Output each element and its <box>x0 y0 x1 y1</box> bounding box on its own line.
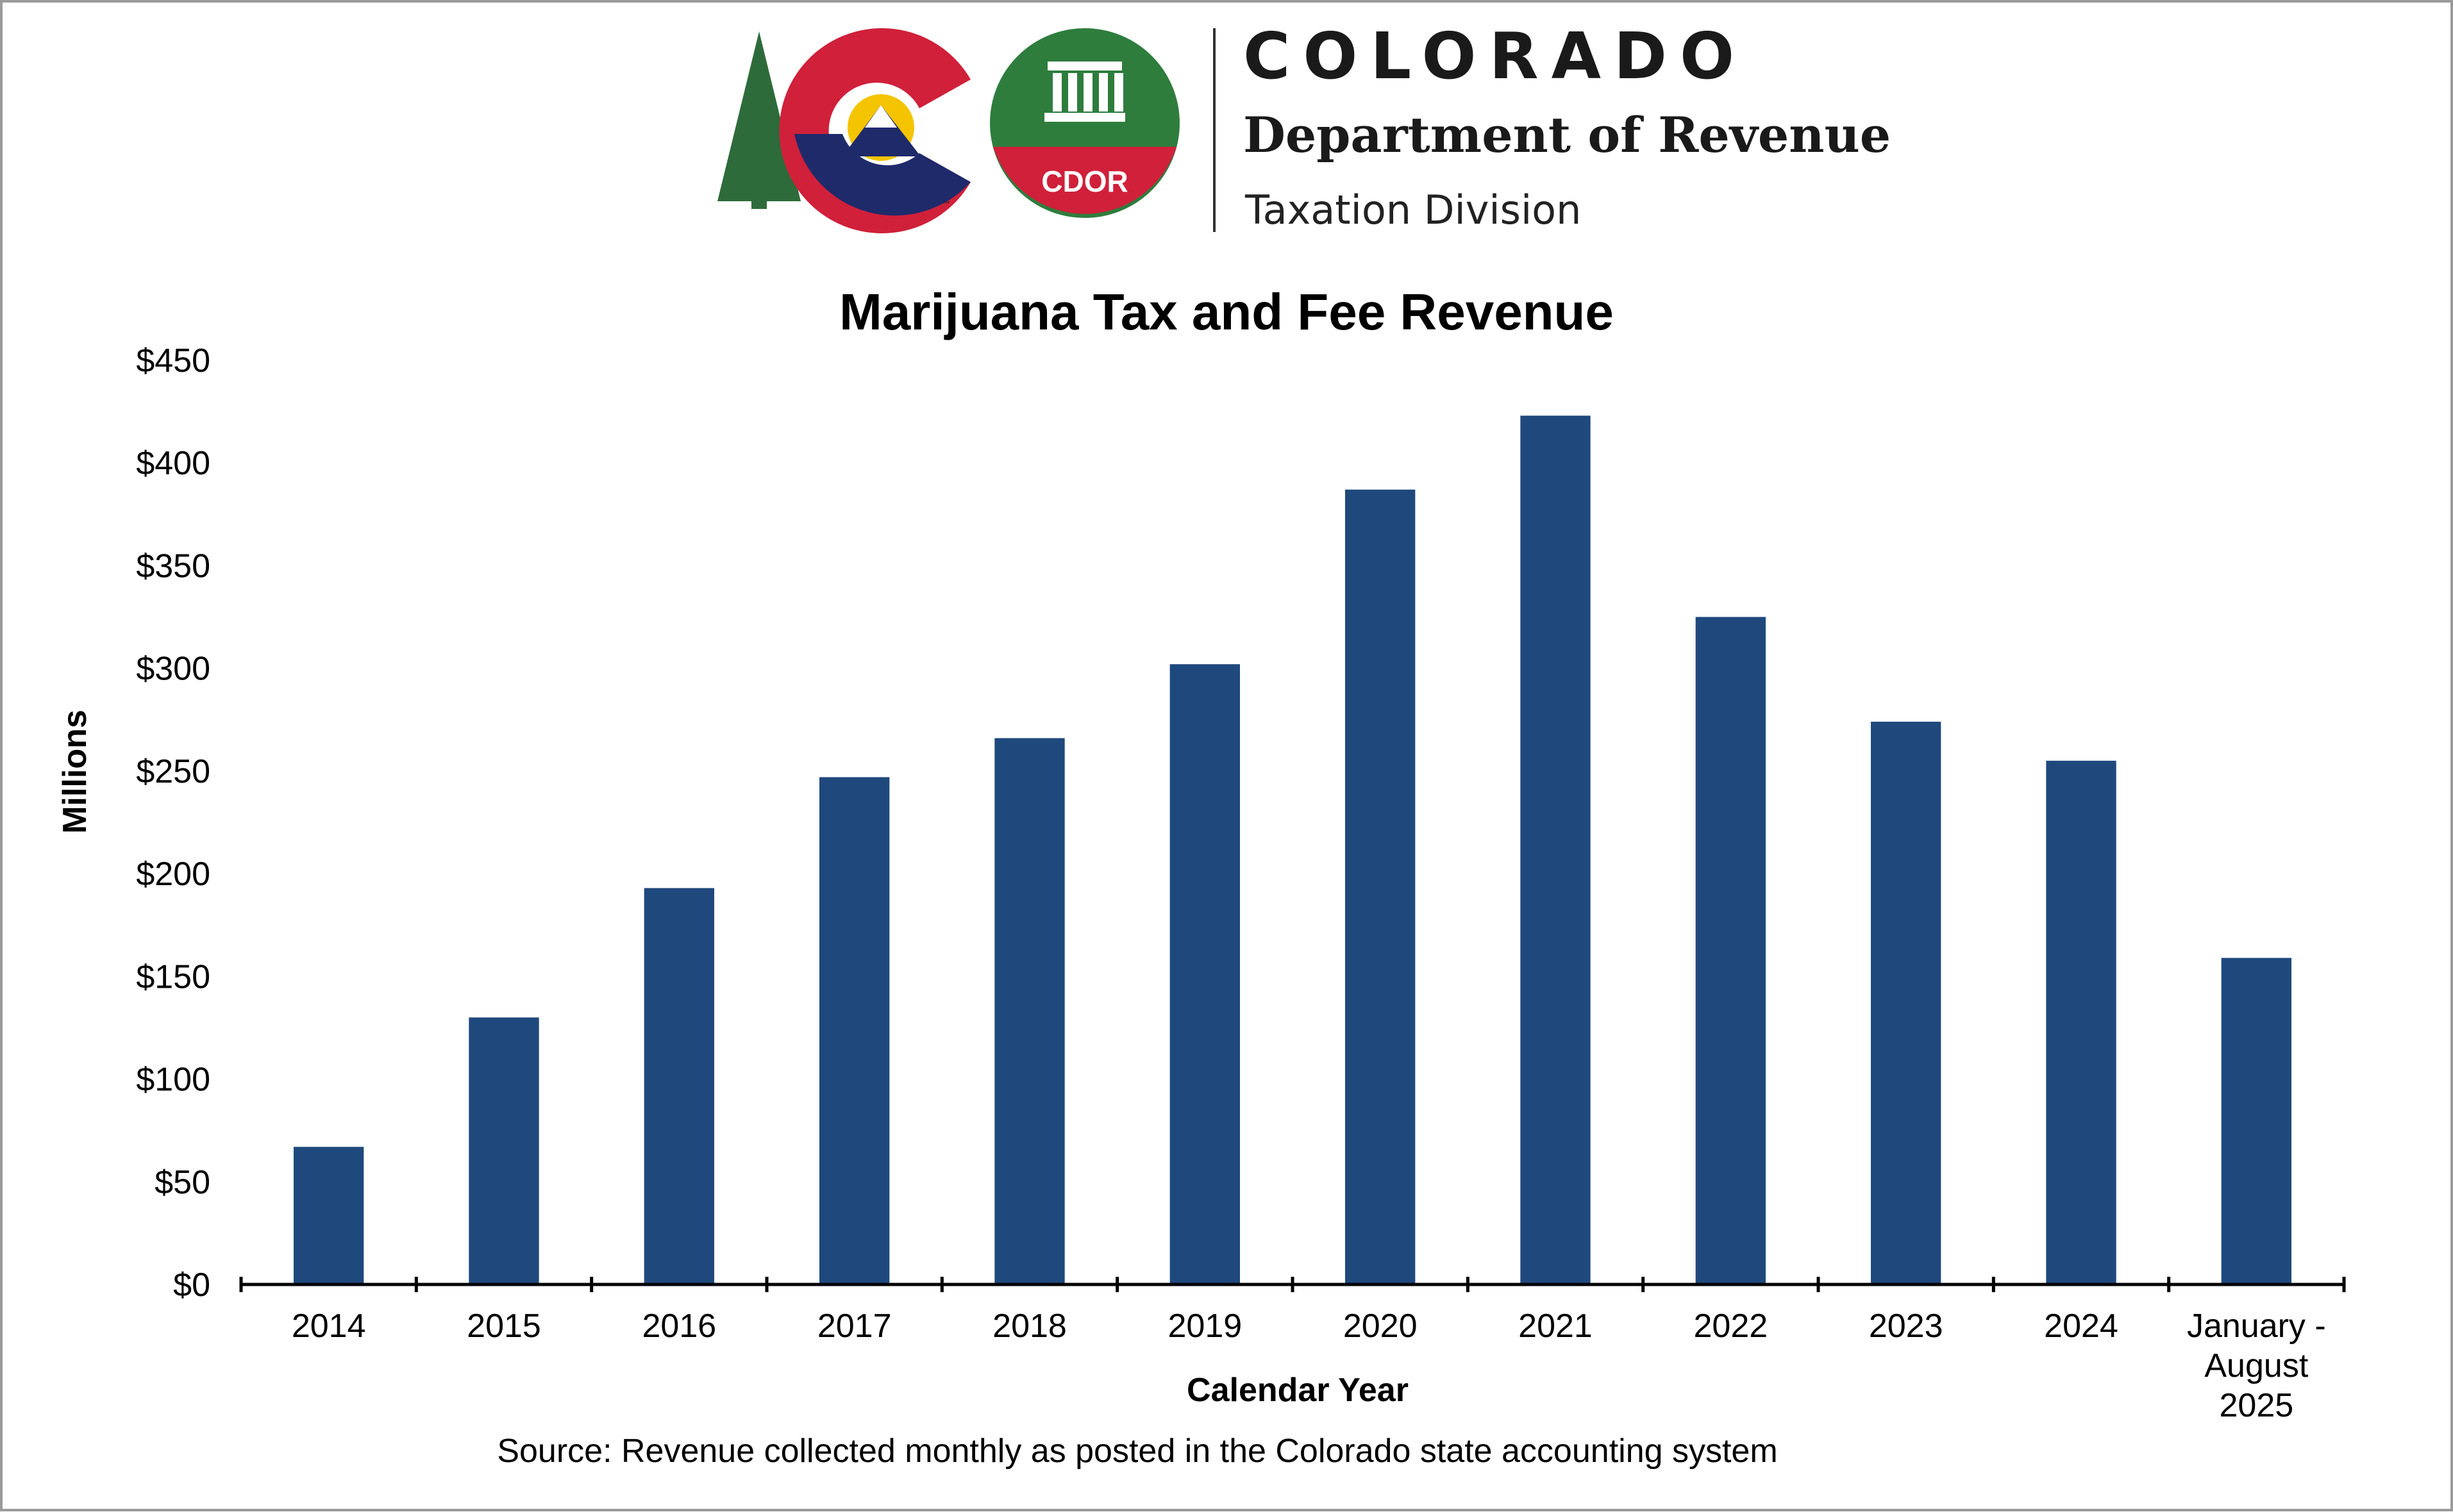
badge-label: CDOR <box>1041 165 1128 198</box>
header-divider <box>1213 28 1216 232</box>
y-tick-label: $150 <box>136 958 210 995</box>
pine-tree-trunk <box>751 195 767 209</box>
bar <box>2046 760 2116 1284</box>
bar <box>1871 721 1941 1284</box>
y-tick-label: $100 <box>136 1061 210 1099</box>
x-tick-label: 2016 <box>642 1308 716 1345</box>
x-axis-tick-labels: 2014 2015 2016 2017 2018 2019 2020 2021 2022 2023… <box>292 1308 2326 1424</box>
bar <box>2221 958 2291 1284</box>
y-tick-label: $300 <box>136 651 210 688</box>
y-axis-ticks: $0 $50 $100 $150 $200 $250 $300 $350 $400 $450 <box>136 342 210 1304</box>
division-name: Taxation Division <box>1244 187 1581 233</box>
colorado-wordmark: COLORADO <box>1243 19 1747 94</box>
y-tick-label: $400 <box>136 445 210 482</box>
pine-tree-icon <box>717 31 801 201</box>
x-axis <box>239 1277 2346 1292</box>
y-tick-label: $50 <box>155 1164 210 1201</box>
y-tick-label: $450 <box>136 342 210 379</box>
colorado-logo: ™ <box>717 28 971 234</box>
badge-ring <box>987 26 1182 220</box>
bar <box>1520 415 1591 1284</box>
x-axis-label: Calendar Year <box>1187 1372 1409 1409</box>
x-tick-label: 2024 <box>2044 1308 2118 1345</box>
x-tick-label: 2020 <box>1343 1308 1418 1345</box>
bar <box>644 888 714 1284</box>
y-tick-label: $350 <box>136 547 210 585</box>
y-axis-label: Millions <box>56 710 94 834</box>
mountain-peak-icon <box>865 105 897 128</box>
x-tick-label: 2022 <box>1693 1308 1768 1345</box>
trademark-mark: ™ <box>942 200 951 210</box>
y-tick-label: $200 <box>136 856 210 893</box>
courthouse-icon <box>1044 62 1125 122</box>
bar <box>1345 489 1416 1284</box>
c-emblem-blue <box>794 134 971 216</box>
chart-svg: ™ CDOR COLORADO Department of Revenue Ta… <box>56 19 2346 1470</box>
x-tick-label: 2019 <box>1168 1308 1242 1345</box>
x-tick-label: 2018 <box>992 1308 1067 1345</box>
bar <box>294 1147 364 1284</box>
x-tick-label: 2017 <box>817 1308 892 1345</box>
x-tick-label: 2015 <box>467 1308 541 1345</box>
bar <box>1695 617 1766 1284</box>
chart-title: Marijuana Tax and Fee Revenue <box>839 283 1614 340</box>
cdor-badge: CDOR <box>987 26 1182 220</box>
y-tick-label: $0 <box>173 1267 210 1304</box>
x-tick-label: 2021 <box>1518 1308 1593 1345</box>
mountain-icon <box>842 105 921 156</box>
x-tick-label: January -August 2025 <box>2187 1308 2326 1424</box>
bar <box>469 1017 539 1284</box>
source-note: Source: Revenue collected monthly as pos… <box>497 1433 1777 1470</box>
department-name: Department of Revenue <box>1243 106 1891 163</box>
bar <box>994 738 1065 1284</box>
y-tick-label: $250 <box>136 753 210 790</box>
bar-series <box>294 415 2291 1284</box>
badge-red-band <box>993 147 1176 214</box>
x-tick-label: 2023 <box>1869 1308 1943 1345</box>
bar <box>819 777 890 1284</box>
x-tick-label: 2014 <box>292 1308 366 1345</box>
bar <box>1169 664 1240 1284</box>
